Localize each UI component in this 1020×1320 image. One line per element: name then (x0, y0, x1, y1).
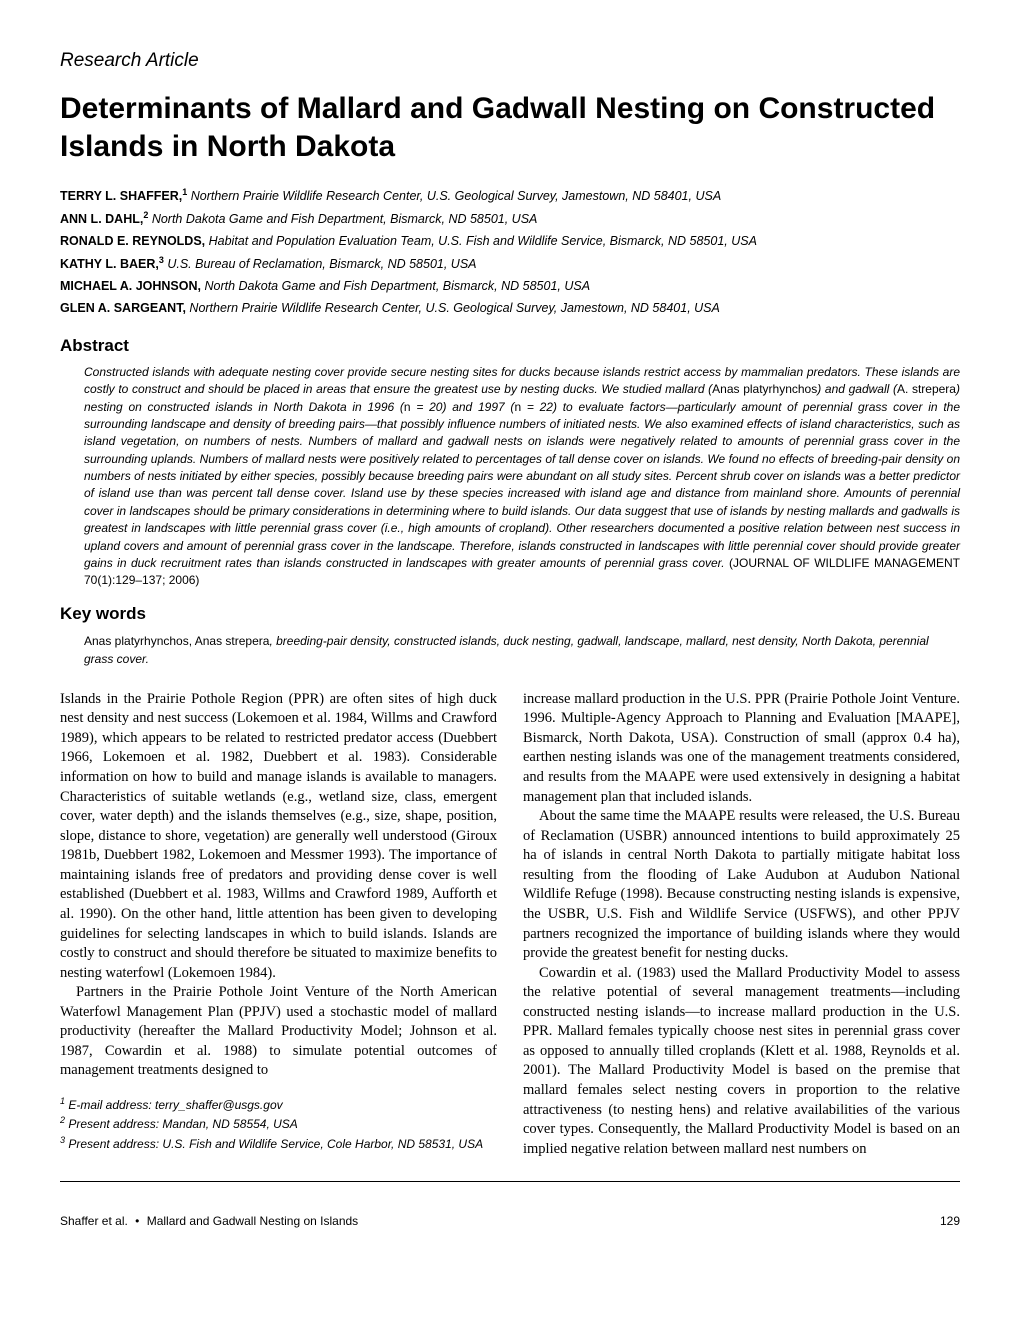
author-name: TERRY L. SHAFFER, (60, 189, 182, 203)
footnotes: 1 E-mail address: terry_shaffer@usgs.gov… (60, 1095, 497, 1153)
author-line: TERRY L. SHAFFER,1 Northern Prairie Wild… (60, 185, 960, 208)
author-affiliation: U.S. Bureau of Reclamation, Bismarck, ND… (164, 257, 477, 271)
author-line: RONALD E. REYNOLDS, Habitat and Populati… (60, 231, 960, 253)
author-affiliation: Northern Prairie Wildlife Research Cente… (186, 301, 720, 315)
authors-block: TERRY L. SHAFFER,1 Northern Prairie Wild… (60, 185, 960, 320)
author-affiliation: North Dakota Game and Fish Department, B… (201, 279, 590, 293)
body-paragraph: About the same time the MAAPE results we… (523, 807, 960, 964)
author-line: ANN L. DAHL,2 North Dakota Game and Fish… (60, 208, 960, 231)
body-paragraph: Partners in the Prairie Pothole Joint Ve… (60, 983, 497, 1081)
body-paragraph: increase mallard production in the U.S. … (523, 690, 960, 807)
body-paragraph: Cowardin et al. (1983) used the Mallard … (523, 964, 960, 1160)
author-affiliation: Habitat and Population Evaluation Team, … (205, 234, 757, 248)
keywords-text: Anas platyrhynchos, Anas strepera, breed… (84, 632, 960, 668)
abstract-text: Constructed islands with adequate nestin… (84, 364, 960, 590)
page-title: Determinants of Mallard and Gadwall Nest… (60, 90, 960, 165)
author-name: KATHY L. BAER, (60, 257, 159, 271)
author-line: KATHY L. BAER,3 U.S. Bureau of Reclamati… (60, 253, 960, 276)
footnote-line: 3 Present address: U.S. Fish and Wildlif… (60, 1134, 497, 1153)
article-type: Research Article (60, 50, 960, 72)
footnote-text: Present address: U.S. Fish and Wildlife … (65, 1137, 483, 1151)
footer-left: Shaffer et al. • Mallard and Gadwall Nes… (60, 1214, 358, 1228)
footnote-text: Present address: Mandan, ND 58554, USA (65, 1117, 298, 1131)
footer-rule (60, 1181, 960, 1182)
footer-bullet: • (135, 1214, 139, 1228)
keywords-heading: Key words (60, 604, 960, 624)
body-paragraph: Islands in the Prairie Pothole Region (P… (60, 690, 497, 983)
footnote-text: E-mail address: terry_shaffer@usgs.gov (65, 1098, 283, 1112)
footer-page-number: 129 (940, 1214, 960, 1228)
abstract-heading: Abstract (60, 336, 960, 356)
footnote-line: 1 E-mail address: terry_shaffer@usgs.gov (60, 1095, 497, 1114)
author-line: MICHAEL A. JOHNSON, North Dakota Game an… (60, 276, 960, 298)
footer-subtitle: Mallard and Gadwall Nesting on Islands (147, 1214, 358, 1228)
author-name: RONALD E. REYNOLDS, (60, 234, 205, 248)
author-affiliation: Northern Prairie Wildlife Research Cente… (187, 189, 721, 203)
author-line: GLEN A. SARGEANT, Northern Prairie Wildl… (60, 298, 960, 320)
author-affiliation: North Dakota Game and Fish Department, B… (148, 212, 537, 226)
body-text: Islands in the Prairie Pothole Region (P… (60, 690, 960, 1160)
footer-author: Shaffer et al. (60, 1214, 128, 1228)
footnote-line: 2 Present address: Mandan, ND 58554, USA (60, 1114, 497, 1133)
author-name: GLEN A. SARGEANT, (60, 301, 186, 315)
author-name: ANN L. DAHL, (60, 212, 143, 226)
page-footer: Shaffer et al. • Mallard and Gadwall Nes… (60, 1208, 960, 1228)
author-name: MICHAEL A. JOHNSON, (60, 279, 201, 293)
